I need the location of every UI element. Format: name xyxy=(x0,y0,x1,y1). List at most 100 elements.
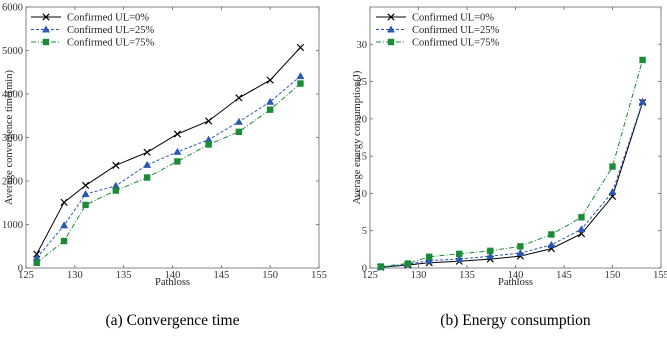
x-tick-label: 125 xyxy=(362,270,378,281)
data-point xyxy=(143,174,151,181)
data-point xyxy=(487,247,494,255)
data-point xyxy=(425,256,434,264)
y-tick-label: 0 xyxy=(18,264,23,275)
series-0 xyxy=(33,43,305,258)
y-tick-label: 5 xyxy=(362,226,367,237)
data-point xyxy=(456,250,463,258)
x-tick-label: 150 xyxy=(605,270,621,281)
y-axis-label: Average energy consumption(J) xyxy=(352,70,363,204)
data-point xyxy=(173,147,182,155)
figure-caption: (b) Energy consumption xyxy=(440,312,591,329)
data-point xyxy=(173,130,182,138)
data-point xyxy=(60,198,68,206)
data-point xyxy=(577,225,586,233)
data-point xyxy=(377,263,384,270)
data-point xyxy=(547,240,556,248)
series-line xyxy=(380,101,644,268)
y-tick-label: 4000 xyxy=(2,90,23,101)
data-point xyxy=(81,189,90,197)
data-point xyxy=(143,160,152,168)
data-point xyxy=(517,243,524,250)
data-point xyxy=(205,117,213,125)
data-point xyxy=(60,221,69,229)
data-point xyxy=(112,187,120,194)
x-tick-label: 125 xyxy=(18,270,34,281)
y-axis-label: Average convergence time(min) xyxy=(4,70,15,205)
legend-label: Confirmed UL=25% xyxy=(67,25,155,36)
data-point xyxy=(578,214,585,221)
data-point xyxy=(235,94,243,102)
y-tick-label: 3000 xyxy=(2,133,23,144)
data-point xyxy=(296,43,305,52)
data-point xyxy=(425,253,433,261)
x-axis-label: Pathloss xyxy=(155,277,190,288)
data-point xyxy=(60,237,68,245)
legend-label: Confirmed UL=25% xyxy=(412,25,500,36)
data-point xyxy=(235,128,243,136)
data-point xyxy=(638,97,647,105)
x-tick-label: 150 xyxy=(262,270,278,281)
legend-marker xyxy=(41,25,51,33)
x-tick-label: 140 xyxy=(165,270,181,281)
data-point xyxy=(266,106,274,113)
legend-marker xyxy=(42,38,50,46)
series-line xyxy=(36,47,301,255)
legend-marker xyxy=(386,25,396,33)
data-point xyxy=(143,148,151,156)
y-tick-label: 20 xyxy=(357,114,368,125)
chart-b: 125 130 135 140 145 150 155 0 5 10 15 20 25 30 Pathlos… xyxy=(352,6,667,329)
legend-marker xyxy=(387,13,395,21)
data-point xyxy=(296,72,305,80)
data-point xyxy=(608,187,617,195)
series-line xyxy=(36,75,301,259)
x-tick-label: 135 xyxy=(116,270,132,281)
chart-a: 125 130 135 140 145 150 155 0 1000 2000 3000 4000 50… xyxy=(2,3,327,330)
data-point xyxy=(112,161,120,169)
series-line xyxy=(380,59,644,267)
y-tick-label: 25 xyxy=(357,77,368,88)
series-line xyxy=(380,102,644,268)
data-point xyxy=(516,248,525,257)
x-tick-label: 130 xyxy=(67,270,83,281)
data-point xyxy=(266,76,274,84)
data-point xyxy=(81,181,90,189)
data-point xyxy=(609,163,616,170)
series-1 xyxy=(32,72,305,261)
y-tick-label: 30 xyxy=(357,40,368,51)
legend: Confirmed UL=0%Confirmed UL=25% Confirmed… xyxy=(376,13,500,49)
y-tick-label: 0 xyxy=(362,264,367,275)
legend-label: Confirmed UL=0% xyxy=(412,13,494,24)
series-1 xyxy=(376,97,647,271)
data-point xyxy=(404,260,412,267)
x-tick-label: 130 xyxy=(411,270,427,281)
y-tick-label: 6000 xyxy=(2,3,23,14)
series-0 xyxy=(377,98,647,271)
data-point xyxy=(548,231,555,238)
y-tick-label: 2000 xyxy=(2,177,23,188)
data-point xyxy=(205,141,212,148)
x-tick-label: 145 xyxy=(556,270,572,281)
x-tick-label: 155 xyxy=(311,270,327,281)
figure-caption: (a) Convergence time xyxy=(106,312,240,329)
x-tick-label: 155 xyxy=(653,270,667,281)
legend-label: Confirmed UL=75% xyxy=(412,38,500,49)
data-point xyxy=(639,56,646,64)
series-line xyxy=(36,83,301,264)
legend-label: Confirmed UL=0% xyxy=(67,13,149,24)
legend-marker xyxy=(387,38,395,46)
y-tick-label: 15 xyxy=(357,152,368,163)
x-tick-label: 135 xyxy=(459,270,475,281)
data-point xyxy=(486,251,495,260)
data-point xyxy=(234,117,243,125)
data-point xyxy=(455,254,464,263)
legend-label: Confirmed UL=75% xyxy=(67,38,155,49)
y-tick-label: 1000 xyxy=(2,220,23,231)
x-tick-label: 140 xyxy=(508,270,524,281)
series-2 xyxy=(377,56,646,270)
legend: Confirmed UL=0%Confirmed UL=25% Confirmed… xyxy=(31,13,155,49)
x-tick-label: 145 xyxy=(213,270,229,281)
data-point xyxy=(82,201,89,209)
x-axis-label: Pathloss xyxy=(498,277,533,288)
series-2 xyxy=(33,80,304,266)
